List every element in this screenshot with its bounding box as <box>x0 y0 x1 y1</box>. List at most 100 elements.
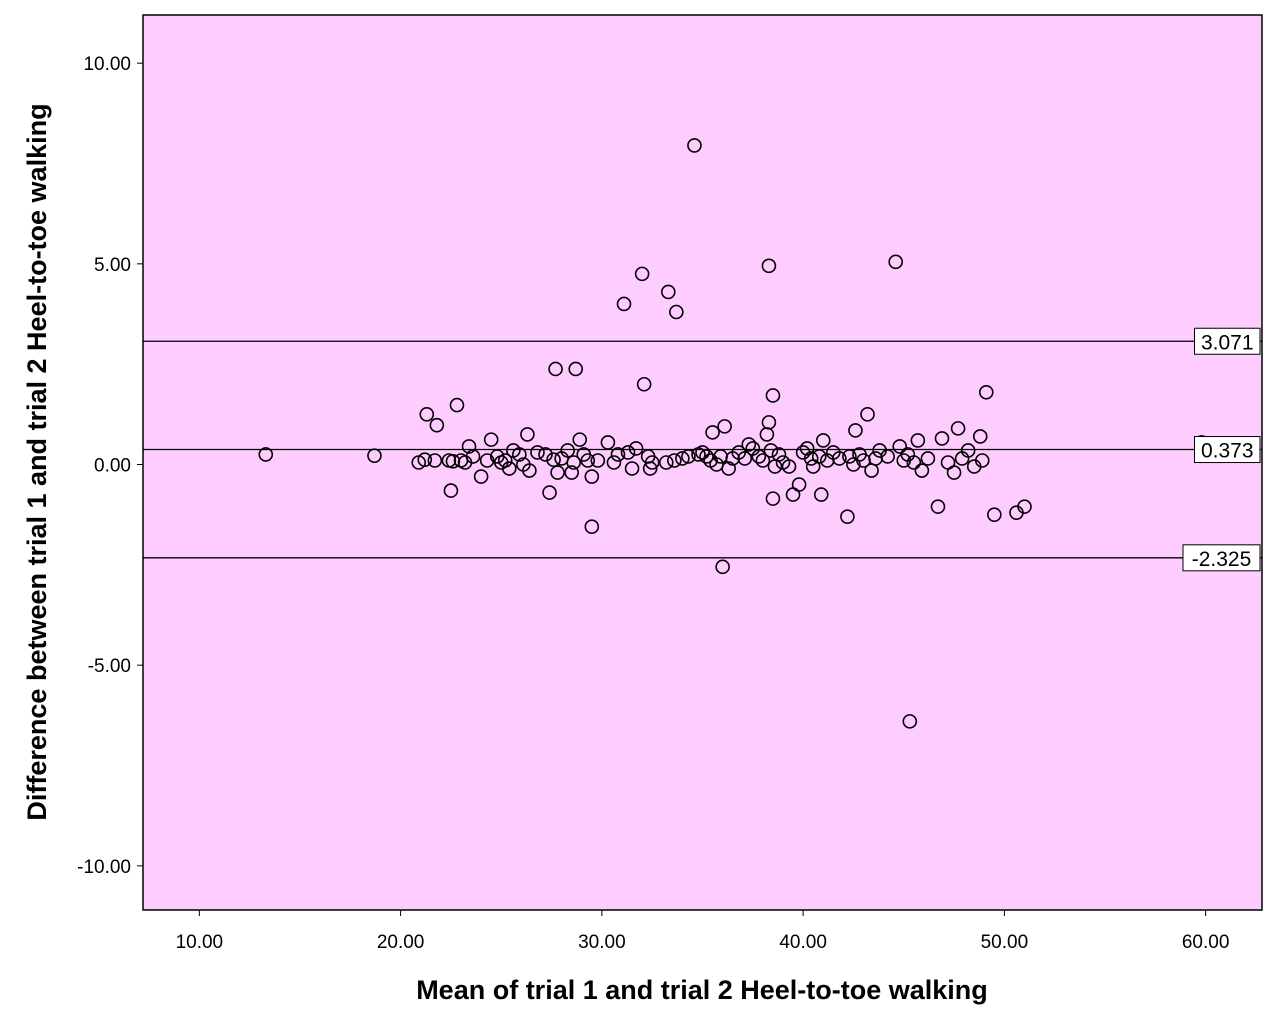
data-point <box>974 453 990 468</box>
data-point <box>781 459 797 474</box>
reference-labels: 3.071 0.373 -2.325 <box>1182 327 1261 572</box>
data-point <box>560 443 575 458</box>
data-point <box>624 461 640 476</box>
data-point <box>445 453 461 469</box>
data-point <box>811 449 827 464</box>
data-point <box>751 449 767 464</box>
data-point <box>880 449 895 464</box>
data-point <box>600 435 616 450</box>
data-point <box>501 461 517 476</box>
data-point <box>465 449 481 464</box>
data-point <box>658 455 674 470</box>
data-point <box>791 477 807 492</box>
data-point <box>699 449 714 464</box>
data-point <box>564 465 579 480</box>
data-point <box>449 397 465 413</box>
data-point <box>681 449 696 464</box>
data-point <box>892 439 908 454</box>
data-point <box>606 455 622 470</box>
data-point <box>717 419 732 434</box>
data-point <box>946 465 962 480</box>
data-point <box>761 258 777 274</box>
data-point <box>590 453 606 468</box>
data-point <box>906 455 922 470</box>
data-point <box>771 447 787 462</box>
data-point <box>538 447 553 462</box>
data-point <box>950 421 966 436</box>
data-point <box>479 453 495 468</box>
data-point <box>755 453 771 468</box>
data-point <box>584 519 600 535</box>
data-point <box>715 559 730 575</box>
y-tick-label: 5.00 <box>94 255 131 276</box>
data-point <box>914 463 930 478</box>
x-tick-label: 50.00 <box>981 932 1029 953</box>
data-point <box>461 439 477 454</box>
data-point <box>972 429 988 444</box>
x-axis-title: Mean of trial 1 and trial 2 Heel-to-toe … <box>416 975 988 1005</box>
data-point <box>550 465 565 480</box>
data-point <box>572 432 588 447</box>
data-point <box>960 443 976 458</box>
data-point <box>580 453 596 468</box>
data-point <box>765 388 781 403</box>
reference-label-box <box>1194 327 1261 355</box>
data-point <box>483 432 499 447</box>
data-point <box>667 453 682 468</box>
data-point <box>934 431 950 446</box>
data-point <box>902 714 918 729</box>
x-axis: 10.00 20.00 30.00 40.00 50.00 60.00 <box>176 910 1230 953</box>
data-point <box>616 296 632 312</box>
x-tick-label: 10.00 <box>176 932 224 953</box>
data-point <box>522 463 537 478</box>
data-point <box>763 443 779 458</box>
data-point <box>566 455 581 470</box>
y-tick-label: -10.00 <box>77 857 131 878</box>
data-point <box>628 441 644 456</box>
data-point <box>367 448 382 463</box>
data-point <box>644 455 660 470</box>
data-point <box>419 407 435 422</box>
data-point <box>803 451 819 466</box>
data-points <box>258 138 1209 729</box>
data-point <box>741 437 757 452</box>
data-point <box>660 284 676 300</box>
x-tick-label: 60.00 <box>1182 932 1230 953</box>
data-point <box>842 449 857 464</box>
data-point <box>765 491 781 506</box>
data-point <box>546 452 561 467</box>
data-point <box>548 361 563 377</box>
reference-label: -2.325 <box>1192 548 1252 571</box>
data-point <box>978 384 994 400</box>
x-tick-label: 40.00 <box>779 932 827 953</box>
data-point <box>417 452 433 467</box>
data-point <box>497 453 513 468</box>
data-point <box>669 304 684 320</box>
data-point <box>634 266 650 282</box>
y-tick-label: -5.00 <box>88 656 131 677</box>
data-point <box>642 461 658 476</box>
data-point <box>1017 499 1032 514</box>
data-point <box>675 451 690 466</box>
y-tick-label: 0.00 <box>94 456 131 477</box>
data-point <box>815 433 831 448</box>
data-point <box>799 441 815 456</box>
data-point <box>920 451 936 466</box>
data-point <box>530 445 545 460</box>
data-point <box>761 415 777 430</box>
data-point <box>473 469 489 484</box>
data-point <box>848 423 863 438</box>
data-point <box>687 138 702 153</box>
data-point <box>542 485 557 500</box>
data-point <box>930 499 946 514</box>
data-point <box>721 461 736 476</box>
data-point <box>737 451 753 466</box>
data-point <box>427 453 443 468</box>
data-point <box>620 445 636 460</box>
data-point <box>910 433 926 448</box>
y-axis-title: Difference between trial 1 and trial 2 H… <box>22 103 52 820</box>
x-tick-label: 20.00 <box>377 932 425 953</box>
data-point <box>832 451 847 466</box>
y-axis: 10.00 5.00 0.00 -5.00 -10.00 <box>77 54 143 878</box>
